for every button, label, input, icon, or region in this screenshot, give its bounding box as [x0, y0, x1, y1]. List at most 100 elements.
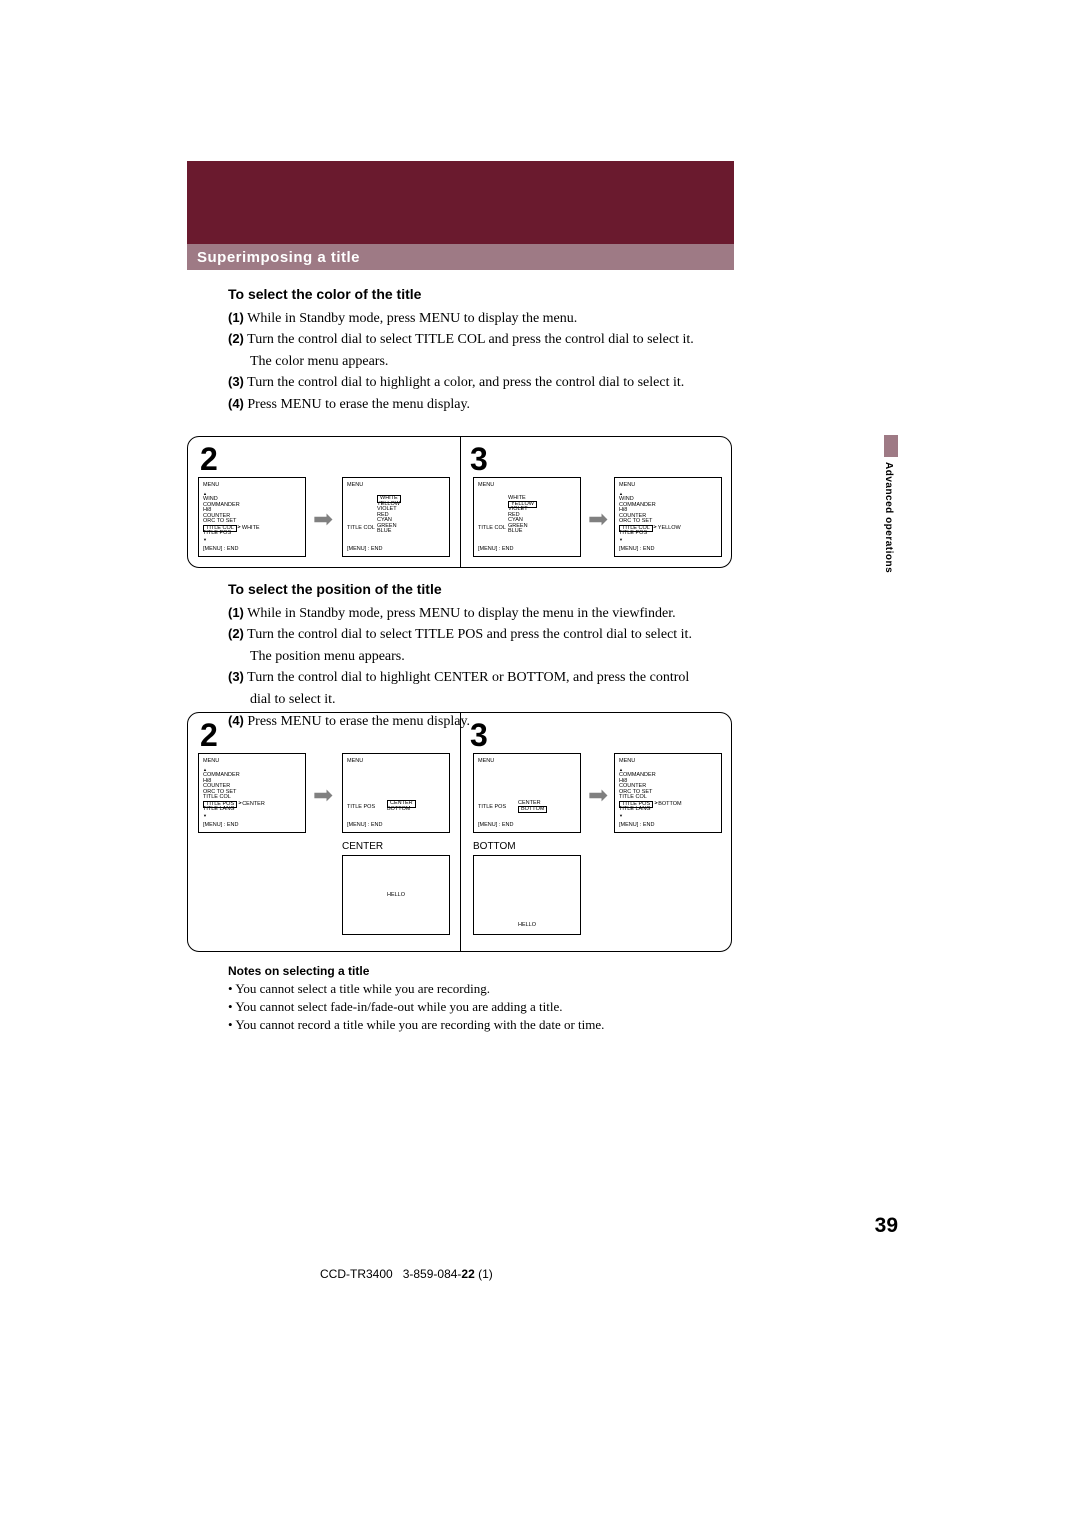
- step-b1: (1) While in Standby mode, press MENU to…: [228, 604, 738, 624]
- diagram-b-num2: 2: [200, 717, 218, 754]
- step-text: Press MENU to erase the menu display.: [247, 397, 470, 412]
- screen-a4: MENU ▲ WIND COMMANDER Hi8 COUNTER ORC TO…: [614, 477, 722, 557]
- screen-a3: MENU TITLE COL WHITE YELLOW VIOLET RED C…: [473, 477, 581, 557]
- menu-items: ▲ WIND COMMANDER Hi8 COUNTER ORC TO SET …: [203, 492, 260, 542]
- step-num: (4): [228, 396, 244, 411]
- menu-header: MENU: [478, 758, 494, 764]
- notes-heading: Notes on selecting a title: [228, 964, 748, 978]
- menu-footer: [MENU] : END: [347, 546, 382, 552]
- menu-header: MENU: [203, 482, 219, 488]
- step-text: While in Standby mode, press MENU to dis…: [247, 311, 577, 326]
- banner-title-bar: Superimposing a title: [187, 244, 734, 270]
- menu-items: ▲ COMMANDER Hi8 COUNTER ORC TO SET TITLE…: [203, 768, 265, 818]
- step-text: While in Standby mode, press MENU to dis…: [247, 606, 675, 621]
- val: CENTER: [242, 801, 265, 807]
- mi: BLUE: [508, 529, 537, 535]
- screen-a2: MENU TITLE COL WHITE YELLOW VIOLET RED C…: [342, 477, 450, 557]
- section-a-heading: To select the color of the title: [228, 285, 738, 305]
- step-b3b: dial to select it.: [228, 690, 738, 710]
- step-text: Turn the control dial to select TITLE CO…: [247, 332, 694, 347]
- menu-header: MENU: [619, 758, 635, 764]
- menu-footer: [MENU] : END: [619, 822, 654, 828]
- preview-bottom: HELLO: [473, 855, 581, 935]
- val: YELLOW: [658, 525, 681, 531]
- menu-footer: [MENU] : END: [203, 822, 238, 828]
- side-tab: [884, 435, 898, 457]
- menu-footer: [MENU] : END: [619, 546, 654, 552]
- footer-coderest: (1): [475, 1267, 493, 1281]
- val: WHITE: [242, 525, 260, 531]
- step-b3: (3) Turn the control dial to highlight C…: [228, 668, 738, 688]
- step-text: Turn the control dial to highlight CENTE…: [247, 670, 689, 685]
- side-label: Advanced operations: [883, 462, 894, 573]
- note-text: You cannot record a title while you are …: [235, 1017, 604, 1032]
- menu-header: MENU: [347, 482, 363, 488]
- section-a: To select the color of the title (1) Whi…: [228, 285, 738, 417]
- menu-footer: [MENU] : END: [347, 822, 382, 828]
- screen-b2: MENU TITLE POS CENTER BOTTOM [MENU] : EN…: [342, 753, 450, 833]
- diagram-b: 2 3 MENU ▲ COMMANDER Hi8 COUNTER ORC TO …: [187, 712, 732, 952]
- mi: TITLE COL: [347, 526, 375, 532]
- menu-footer: [MENU] : END: [203, 546, 238, 552]
- sel: BOTTOM: [518, 806, 547, 814]
- page-number: 39: [875, 1214, 898, 1238]
- preview-center: HELLO: [342, 855, 450, 935]
- arrow-icon: ➡: [588, 505, 608, 534]
- step-num: (2): [228, 331, 244, 346]
- note-text: You cannot select a title while you are …: [235, 981, 490, 996]
- pos-label: TITLE POS: [347, 804, 375, 810]
- section-b-heading: To select the position of the title: [228, 580, 738, 600]
- screen-b3: MENU TITLE POS CENTER BOTTOM [MENU] : EN…: [473, 753, 581, 833]
- step-b2: (2) Turn the control dial to select TITL…: [228, 625, 738, 645]
- note-text: You cannot select fade-in/fade-out while…: [235, 999, 562, 1014]
- mi: TITLE LANG: [203, 807, 265, 813]
- menu-footer: [MENU] : END: [478, 822, 513, 828]
- preview-label-bottom: BOTTOM: [473, 841, 516, 852]
- arrow-icon: ➡: [313, 781, 333, 810]
- notes: Notes on selecting a title • You cannot …: [228, 964, 748, 1035]
- step-a2b: The color menu appears.: [228, 352, 738, 372]
- diagram-a-num3: 3: [470, 441, 488, 478]
- step-a3: (3) Turn the control dial to highlight a…: [228, 373, 738, 393]
- menu-header: MENU: [347, 758, 363, 764]
- diagram-a-num2: 2: [200, 441, 218, 478]
- step-text: Turn the control dial to select TITLE PO…: [247, 627, 692, 642]
- val: BOTTOM: [658, 801, 681, 807]
- banner-dark: [187, 161, 734, 244]
- menu-footer: [MENU] : END: [478, 546, 513, 552]
- banner-title: Superimposing a title: [197, 249, 360, 266]
- step-a1: (1) While in Standby mode, press MENU to…: [228, 309, 738, 329]
- footer: CCD-TR3400 3-859-084-22 (1): [320, 1267, 493, 1281]
- arrow-icon: ➡: [313, 505, 333, 534]
- note-item: • You cannot select a title while you ar…: [228, 981, 748, 997]
- footer-code: 3-859-084-: [403, 1267, 462, 1281]
- screen-b1: MENU ▲ COMMANDER Hi8 COUNTER ORC TO SET …: [198, 753, 306, 833]
- pos-label: TITLE POS: [478, 804, 506, 810]
- mi: BLUE: [377, 529, 401, 535]
- note-item: • You cannot record a title while you ar…: [228, 1017, 748, 1033]
- menu-header: MENU: [478, 482, 494, 488]
- menu-items: CENTER BOTTOM: [518, 801, 547, 812]
- screen-b4: MENU ▲ COMMANDER Hi8 COUNTER ORC TO SET …: [614, 753, 722, 833]
- step-num: (1): [228, 605, 244, 620]
- menu-items: ▲ COMMANDER Hi8 COUNTER ORC TO SET TITLE…: [619, 768, 682, 818]
- footer-codebold: 22: [461, 1267, 474, 1281]
- hello-bottom: HELLO: [474, 922, 580, 928]
- menu-header: MENU: [619, 482, 635, 488]
- menu-items: TITLE COL WHITE YELLOW VIOLET RED CYAN G…: [508, 496, 537, 535]
- mi: TITLE LANG: [619, 807, 682, 813]
- section-b: To select the position of the title (1) …: [228, 580, 738, 733]
- step-a4: (4) Press MENU to erase the menu display…: [228, 395, 738, 415]
- arrow-icon: ➡: [588, 781, 608, 810]
- step-num: (3): [228, 669, 244, 684]
- footer-model: CCD-TR3400: [320, 1267, 393, 1281]
- menu-items: TITLE COL WHITE YELLOW VIOLET RED CYAN G…: [377, 496, 401, 535]
- note-item: • You cannot select fade-in/fade-out whi…: [228, 999, 748, 1015]
- step-num: (1): [228, 310, 244, 325]
- menu-header: MENU: [203, 758, 219, 764]
- step-num: (3): [228, 374, 244, 389]
- diagram-a: 2 3 MENU ▲ WIND COMMANDER Hi8 COUNTER OR…: [187, 436, 732, 568]
- step-b2b: The position menu appears.: [228, 647, 738, 667]
- step-num: (2): [228, 626, 244, 641]
- menu-items: ▲ WIND COMMANDER Hi8 COUNTER ORC TO SET …: [619, 492, 681, 542]
